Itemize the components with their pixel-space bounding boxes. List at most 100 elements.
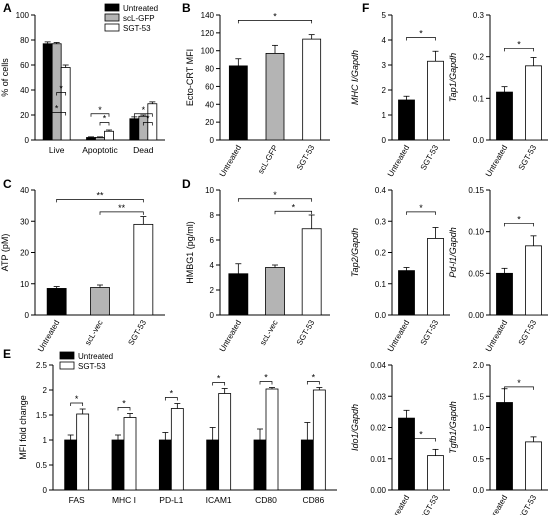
y-tick-label: 1.5 xyxy=(473,392,485,401)
bar xyxy=(42,43,53,141)
y-tick-label: 2.5 xyxy=(36,361,48,370)
significance-star: * xyxy=(122,399,126,409)
significance-bracket xyxy=(504,222,534,227)
y-tick-label: 0.1 xyxy=(375,280,387,289)
y-axis-label: Pd-l1/Gapdh xyxy=(448,227,458,278)
bar xyxy=(265,388,279,491)
y-axis-label: Tap2/Gapdh xyxy=(350,228,360,277)
significance-bracket xyxy=(70,402,84,406)
bar xyxy=(427,455,444,491)
x-tick-label: SGT-53 xyxy=(419,143,441,172)
y-tick-label: 1 xyxy=(43,436,48,445)
significance-bracket xyxy=(164,397,178,401)
significance-bracket xyxy=(133,113,153,117)
y-tick-label: 0.0 xyxy=(473,136,485,145)
significance-star: * xyxy=(146,114,150,124)
y-tick-label: 10 xyxy=(205,186,214,195)
significance-star: * xyxy=(273,11,277,21)
y-tick-label: 30 xyxy=(20,217,29,226)
significance-bracket xyxy=(56,199,144,203)
y-tick-label: 0.3 xyxy=(473,11,485,20)
legend-label: Untreated xyxy=(123,4,158,13)
significance-star: * xyxy=(517,39,521,49)
x-tick-label: CD86 xyxy=(302,495,324,505)
y-tick-label: 1.5 xyxy=(36,411,48,420)
y-tick-label: 0.0 xyxy=(375,311,387,320)
legend-label: SGT-53 xyxy=(123,24,151,33)
y-tick-label: 40 xyxy=(20,86,29,95)
x-tick-label: SGT-53 xyxy=(295,318,317,347)
bar xyxy=(46,288,67,316)
chart-panel-6: F 0 1 2 3 4 5 MHC I/Gapdh Untreated SGT-53 * xyxy=(350,1,450,178)
y-tick-label: 0 xyxy=(25,311,30,320)
significance-bracket xyxy=(406,37,436,41)
y-tick-label: 0.2 xyxy=(473,53,485,62)
bar xyxy=(301,228,322,316)
significance-star: * xyxy=(419,429,423,439)
y-tick-label: 0.4 xyxy=(375,186,387,195)
y-tick-label: 0.10 xyxy=(468,228,484,237)
bar xyxy=(111,439,125,491)
y-tick-label: 2 xyxy=(382,86,387,95)
y-tick-label: 40 xyxy=(205,100,214,109)
bar xyxy=(302,38,322,141)
y-tick-label: 8 xyxy=(210,211,215,220)
x-tick-label: SGT-53 xyxy=(419,493,441,515)
bar xyxy=(133,223,154,316)
y-tick-label: 2 xyxy=(43,386,48,395)
significance-bracket xyxy=(99,122,110,126)
significance-star: * xyxy=(55,104,59,114)
panel-letter: A xyxy=(3,1,12,15)
x-tick-label: MHC I xyxy=(112,495,136,505)
significance-bracket xyxy=(237,20,313,24)
y-tick-label: 80 xyxy=(20,36,29,45)
chart-panel-5: E 0 0.5 1 1.5 2 2.5 MFI fold change FAS MHC I PD-L… xyxy=(3,347,337,505)
x-tick-label: PD-L1 xyxy=(159,495,183,505)
bar xyxy=(218,393,232,491)
y-tick-label: 100 xyxy=(16,11,30,20)
bar xyxy=(427,60,444,141)
bar xyxy=(398,270,415,316)
bar xyxy=(427,238,444,316)
panel-letter: D xyxy=(182,177,191,191)
x-tick-label: FAS xyxy=(69,495,85,505)
x-tick-label: Untreated xyxy=(386,144,411,179)
y-tick-label: 1.0 xyxy=(473,424,485,433)
chart-panel-1: A 0 20 40 60 80 100 % of cells Live Apoptotic Dead… xyxy=(0,1,165,155)
chart-panel-4: D 0 2 4 6 8 10 HMBG1 (pg/ml) Untreated scL-vec SGT… xyxy=(182,177,330,353)
x-tick-label: CD80 xyxy=(255,495,277,505)
significance-bracket xyxy=(56,92,67,96)
bar xyxy=(170,408,184,491)
y-tick-label: 4 xyxy=(382,36,387,45)
y-axis-label: Tap1/Gapdh xyxy=(448,53,458,102)
significance-bracket xyxy=(504,386,534,390)
bar xyxy=(206,439,220,491)
y-tick-label: 0.15 xyxy=(468,186,484,195)
significance-bracket xyxy=(47,112,67,116)
y-tick-label: 40 xyxy=(20,186,29,195)
chart-panel-9: 0.00 0.05 0.10 0.15 Pd-l1/Gapdh Untreated SGT-… xyxy=(448,186,548,353)
y-tick-label: 140 xyxy=(201,11,215,20)
bar xyxy=(496,91,513,141)
y-axis-label: Tgfb1/Gapdh xyxy=(448,401,458,454)
y-tick-label: 0.03 xyxy=(370,392,386,401)
panel-letter: E xyxy=(3,347,11,361)
y-tick-label: 0.5 xyxy=(36,461,48,470)
y-tick-label: 2 xyxy=(210,286,215,295)
x-tick-label: Untreated xyxy=(484,494,509,515)
y-tick-label: 2.0 xyxy=(473,361,485,370)
bar xyxy=(525,245,542,316)
y-tick-label: 0.04 xyxy=(370,361,386,370)
y-axis-label: MHC I/Gapdh xyxy=(350,50,360,105)
significance-bracket xyxy=(99,211,144,215)
bar xyxy=(496,402,513,491)
x-tick-label: Untreated xyxy=(218,319,243,354)
bar xyxy=(525,65,542,141)
x-tick-label: Untreated xyxy=(484,319,509,354)
significance-star: * xyxy=(217,374,221,384)
bar xyxy=(496,272,513,316)
significance-bracket xyxy=(306,381,320,385)
x-tick-label: Live xyxy=(49,145,65,155)
significance-star: * xyxy=(273,190,277,200)
x-tick-label: SGT-53 xyxy=(517,493,539,515)
